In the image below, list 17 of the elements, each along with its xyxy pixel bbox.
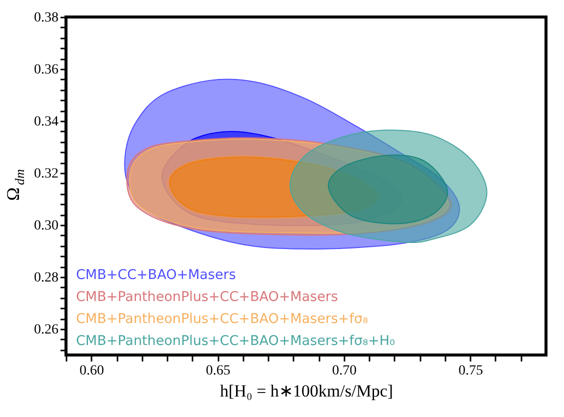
series-label: CMB+CC+BAO+Masers bbox=[76, 267, 236, 283]
y-tick-label: 0.30 bbox=[34, 218, 58, 234]
x-tick-label: 0.65 bbox=[206, 364, 230, 378]
x-axis-title: h[H₀ = h∗100km/s/Mpc] bbox=[220, 382, 394, 400]
y-tick-label: 0.34 bbox=[34, 114, 58, 130]
y-tick-label: 0.28 bbox=[34, 270, 58, 286]
y-tick-label: 0.36 bbox=[34, 62, 58, 78]
x-tick-label: 0.60 bbox=[80, 364, 104, 378]
text: CMB+PantheonPlus+CC+BAO+Masers+fσ₈+H₀ bbox=[76, 333, 395, 349]
y-axis-title: Ωdm bbox=[3, 169, 27, 201]
text: CMB+PantheonPlus+CC+BAO+Masers+fσ₈ bbox=[76, 311, 368, 327]
text: CMB+PantheonPlus+CC+BAO+Masers bbox=[76, 289, 338, 305]
y-tick-label: 0.38 bbox=[34, 10, 58, 26]
x-tick-label: 0.75 bbox=[458, 364, 483, 378]
y-tick-label: 0.32 bbox=[34, 166, 58, 182]
y-tick-label: 0.26 bbox=[34, 322, 58, 338]
x-tick-label: 0.70 bbox=[332, 364, 357, 378]
